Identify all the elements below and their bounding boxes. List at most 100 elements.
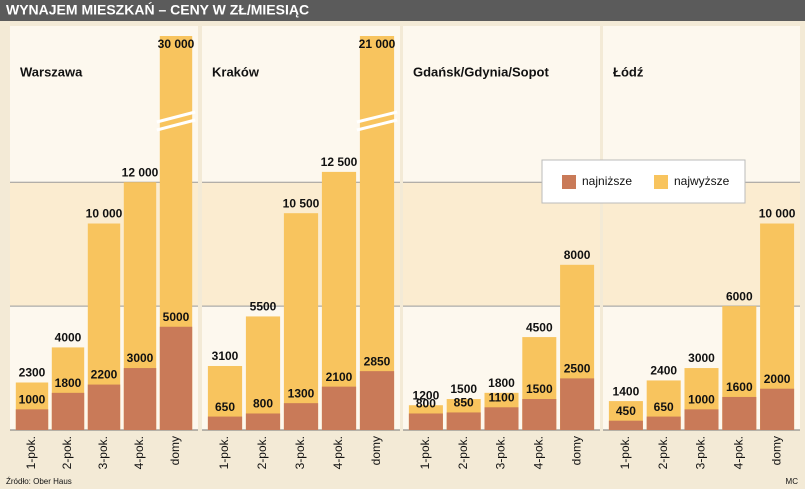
bar	[87, 384, 121, 430]
title-bar	[0, 0, 805, 21]
x-tick-label: domy	[769, 436, 783, 465]
value-label: 2100	[326, 370, 353, 384]
x-tick-label: 3-pok.	[96, 436, 110, 469]
chart-title: WYNAJEM MIESZKAŃ – CENY W ZŁ/MIESIĄC	[6, 2, 309, 18]
axis-break	[156, 118, 196, 132]
value-label: 21 000	[359, 37, 396, 51]
value-label: 1500	[450, 382, 477, 396]
value-label: 5000	[163, 310, 190, 324]
value-label: 4500	[526, 320, 553, 334]
value-label: 6000	[726, 289, 753, 303]
bar	[51, 392, 85, 430]
bar	[446, 412, 481, 430]
x-tick-label: 4-pok.	[531, 436, 545, 469]
bar	[760, 388, 795, 430]
bar	[159, 326, 193, 430]
value-label: 10 500	[283, 196, 320, 210]
value-label: 800	[253, 397, 273, 411]
bar	[245, 413, 281, 430]
axis-break	[156, 110, 196, 124]
value-label: 3000	[688, 351, 715, 365]
bar	[484, 407, 519, 430]
value-label: 1100	[488, 390, 514, 404]
value-label: 850	[454, 396, 474, 410]
bars	[408, 264, 595, 430]
panel-title: Gdańsk/Gdynia/Sopot	[413, 64, 549, 79]
x-tick-label: 1-pok.	[418, 436, 432, 469]
value-label: 12 000	[122, 165, 159, 179]
x-tick-label: domy	[168, 436, 182, 465]
value-label: 1500	[526, 382, 553, 396]
bar	[722, 396, 757, 430]
bar	[522, 399, 557, 430]
panel-title: Łódź	[613, 64, 644, 79]
legend-swatch	[562, 175, 576, 189]
axis-break	[356, 110, 398, 124]
bars	[15, 36, 193, 430]
bars	[608, 223, 795, 430]
value-label: 450	[616, 404, 636, 418]
bar	[359, 371, 395, 430]
x-tick-label: 1-pok.	[24, 436, 38, 469]
value-label: 800	[416, 397, 436, 411]
value-label: 1200	[413, 388, 440, 402]
x-tick-label: 4-pok.	[331, 436, 345, 469]
bar	[321, 386, 357, 430]
x-tick-label: 3-pok.	[494, 436, 508, 469]
value-label: 1400	[613, 384, 640, 398]
value-label: 10 000	[86, 207, 123, 221]
x-tick-label: 2-pok.	[656, 436, 670, 469]
panel-title: Warszawa	[20, 64, 83, 79]
bar	[646, 416, 681, 430]
x-tick-label: 2-pok.	[456, 436, 470, 469]
value-label: 1000	[688, 393, 715, 407]
bar	[408, 413, 443, 430]
value-label: 2400	[650, 364, 677, 378]
legend-label: najwyższe	[674, 174, 730, 188]
value-label: 12 500	[321, 155, 358, 169]
x-tick-label: domy	[369, 436, 383, 465]
x-tick-label: 4-pok.	[132, 436, 146, 469]
x-tick-label: 1-pok.	[618, 436, 632, 469]
value-label: 30 000	[158, 37, 195, 51]
bar	[560, 378, 595, 430]
credit: MC	[786, 477, 799, 486]
source: Źródło: Ober Haus	[6, 477, 72, 486]
axis-break	[356, 118, 398, 132]
bars	[207, 36, 395, 430]
value-label: 5500	[250, 300, 277, 314]
value-label: 2200	[91, 368, 118, 382]
value-label: 2000	[764, 372, 791, 386]
bar	[608, 420, 643, 430]
legend-swatch	[654, 175, 668, 189]
value-label: 2300	[19, 366, 46, 380]
bar	[245, 316, 281, 430]
x-tick-label: 3-pok.	[694, 436, 708, 469]
value-label: 8000	[564, 248, 591, 262]
x-tick-label: 4-pok.	[731, 436, 745, 469]
value-label: 1300	[288, 386, 315, 400]
value-label: 3100	[212, 349, 239, 363]
x-tick-label: 2-pok.	[255, 436, 269, 469]
value-label: 1600	[726, 380, 753, 394]
value-label: 1800	[488, 376, 515, 390]
value-label: 650	[215, 400, 235, 414]
bar	[283, 403, 319, 430]
x-tick-label: domy	[569, 436, 583, 465]
legend-label: najniższe	[582, 174, 632, 188]
bar	[359, 36, 395, 430]
x-tick-label: 3-pok.	[293, 436, 307, 469]
value-label: 650	[654, 400, 674, 414]
bar	[283, 213, 319, 430]
value-label: 2500	[564, 362, 591, 376]
bar	[15, 409, 49, 430]
bar	[123, 368, 157, 430]
bar	[684, 409, 719, 430]
value-label: 10 000	[759, 207, 796, 221]
bar	[207, 416, 243, 430]
x-tick-label: 1-pok.	[217, 436, 231, 469]
value-label: 2850	[364, 354, 391, 368]
value-label: 1800	[55, 376, 82, 390]
